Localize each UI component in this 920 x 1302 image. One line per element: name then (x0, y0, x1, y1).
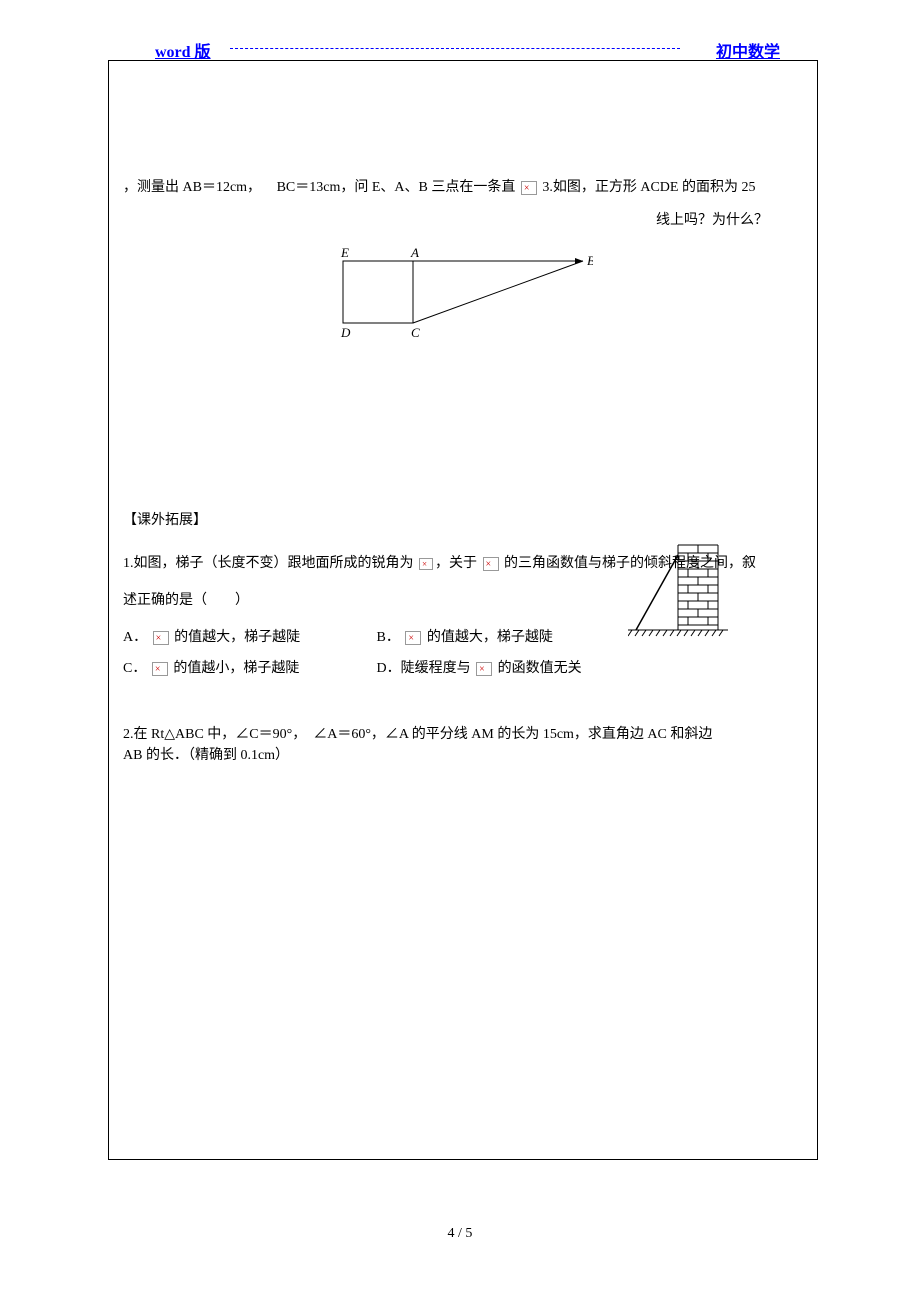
page-number: 4 / 5 (0, 1226, 920, 1242)
q3-line1: ，测量出 AB＝12cm， BC＝13cm，问 E、A、B 三点在一条直 3.如… (123, 175, 803, 200)
geometry-svg: E A B D C (333, 243, 593, 338)
geometry-diagram: E A B D C (123, 243, 803, 347)
question-3-block: ，测量出 AB＝12cm， BC＝13cm，问 E、A、B 三点在一条直 3.如… (123, 175, 803, 348)
header-left-link[interactable]: word 版 (155, 38, 211, 62)
broken-image-icon (521, 181, 537, 195)
option-b: B． 的值越大，梯子越陡 (377, 625, 553, 650)
svg-text:C: C (411, 325, 420, 338)
option-a-prefix: A． (123, 630, 151, 645)
header-right-link[interactable]: 初中数学 (716, 38, 780, 62)
svg-text:E: E (340, 245, 349, 260)
q3-text-c: 3.如图，正方形 ACDE 的面积为 25 (542, 180, 755, 195)
broken-image-icon (476, 662, 492, 676)
option-c-prefix: C． (123, 661, 150, 676)
option-b-text: 的值越大，梯子越陡 (423, 630, 553, 645)
header-dashed-line (230, 48, 680, 49)
ext-q2-line2: AB 的长．（精确到 0.1cm） (123, 745, 803, 766)
ext-q1-text-a: 1.如图，梯子（长度不变）跟地面所成的锐角为 (123, 556, 417, 571)
ladder-diagram (628, 540, 728, 654)
q3-line2: 线上吗？为什么？ (123, 208, 803, 233)
svg-text:B: B (587, 253, 593, 268)
ext-q2-line1: 2.在 Rt△ABC 中，∠C＝90°， ∠A＝60°，∠A 的平分线 AM 的… (123, 724, 803, 745)
section-title: 【课外拓展】 (123, 508, 803, 533)
option-d: D．陡缓程度与 的函数值无关 (377, 656, 582, 681)
option-a: A． 的值越大，梯子越陡 (123, 625, 373, 650)
option-b-prefix: B． (377, 630, 404, 645)
broken-image-icon (153, 631, 169, 645)
page-content: ，测量出 AB＝12cm， BC＝13cm，问 E、A、B 三点在一条直 3.如… (108, 60, 818, 786)
option-d-prefix: D．陡缓程度与 (377, 661, 475, 676)
svg-text:A: A (410, 245, 419, 260)
svg-text:D: D (340, 325, 351, 338)
q3-text-b: BC＝13cm，问 E、A、B 三点在一条直 (277, 180, 519, 195)
ext-q2: 2.在 Rt△ABC 中，∠C＝90°， ∠A＝60°，∠A 的平分线 AM 的… (123, 724, 803, 766)
broken-image-icon (483, 557, 499, 571)
q3-text-a: ，测量出 AB＝12cm， (123, 180, 261, 195)
option-d-text: 的函数值无关 (494, 661, 582, 676)
broken-image-icon (419, 558, 433, 570)
ladder-svg (628, 540, 728, 645)
option-c-text: 的值越小，梯子越陡 (170, 661, 300, 676)
option-a-text: 的值越大，梯子越陡 (171, 630, 301, 645)
broken-image-icon (405, 631, 421, 645)
option-row-cd: C． 的值越小，梯子越陡 D．陡缓程度与 的函数值无关 (123, 656, 803, 681)
option-c: C． 的值越小，梯子越陡 (123, 656, 373, 681)
ext-q1-text-b: ，关于 (435, 556, 481, 571)
broken-image-icon (152, 662, 168, 676)
